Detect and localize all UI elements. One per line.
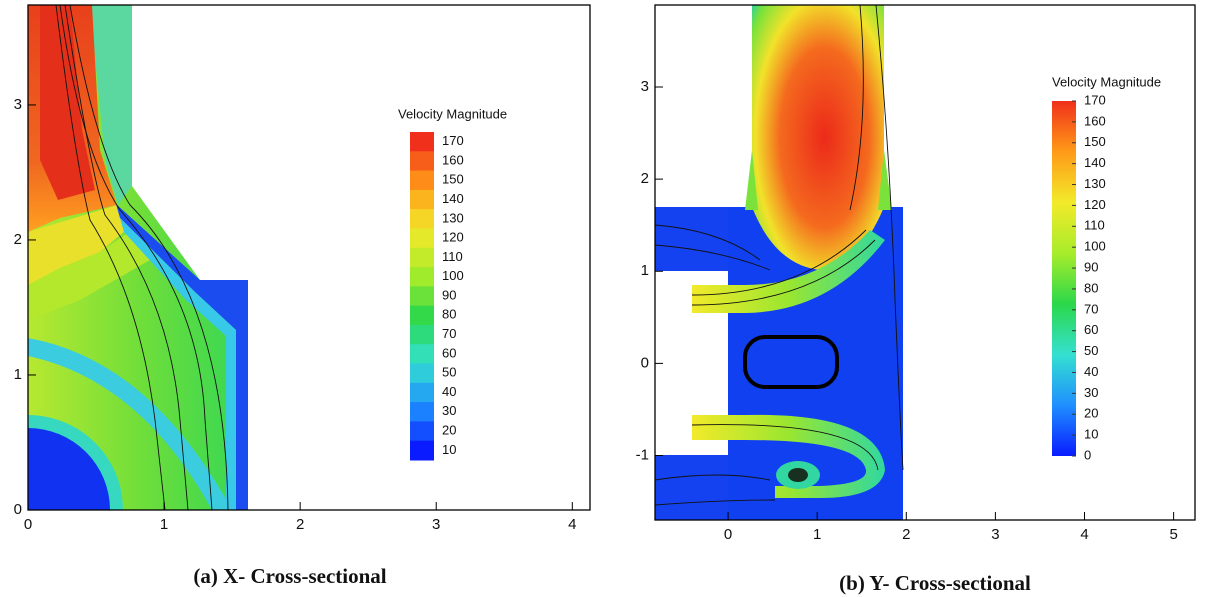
colorbar-label: 80 — [1084, 280, 1098, 295]
colorbar-label: 120 — [1084, 197, 1106, 212]
colorbar-level — [410, 228, 434, 249]
colorbar-level — [410, 382, 434, 403]
colorbar-level — [410, 151, 434, 172]
colorbar-label: 150 — [442, 172, 464, 187]
colorbar-level — [410, 421, 434, 442]
colorbar-level — [410, 132, 434, 152]
colorbar-level — [410, 189, 434, 210]
y-tick-label: -1 — [636, 446, 649, 463]
colorbar-level — [410, 363, 434, 384]
colorbar-title: Velocity Magnitude — [1052, 74, 1161, 89]
x-tick-label: 3 — [991, 526, 999, 543]
y-tick-label: 0 — [14, 501, 22, 518]
colorbar-label: 60 — [1084, 322, 1098, 337]
colorbar-level — [410, 402, 434, 422]
colorbar-label: 60 — [442, 345, 456, 360]
colorbar-label: 30 — [1084, 385, 1098, 400]
caption: (b) Y- Cross-sectional — [839, 571, 1031, 595]
colorbar-label: 40 — [1084, 364, 1098, 379]
colorbar-level — [410, 344, 434, 365]
x-tick-label: 0 — [24, 516, 32, 533]
colorbar-label: 90 — [1084, 259, 1098, 274]
colorbar-label: 70 — [442, 326, 456, 341]
colorbar-label: 80 — [442, 307, 456, 322]
y-tick-label: 2 — [641, 170, 649, 187]
x-tick-label: 4 — [568, 516, 576, 533]
colorbar-label: 20 — [442, 422, 456, 437]
colorbar-label: 140 — [1084, 155, 1106, 170]
colorbar-scale — [1052, 101, 1076, 456]
colorbar-label: 20 — [1084, 406, 1098, 421]
colorbar-label: 120 — [442, 230, 464, 245]
colorbar-label: 130 — [1084, 176, 1106, 191]
colorbar-level — [410, 324, 434, 345]
x-tick-label: 1 — [160, 516, 168, 533]
y-tick-label: 0 — [641, 354, 649, 371]
velocity-field-b — [654, 4, 904, 520]
x-tick-label: 4 — [1080, 526, 1088, 543]
plot-frame — [27, 4, 591, 511]
x-tick-label: 2 — [296, 516, 304, 533]
y-tick-label: 1 — [14, 366, 22, 383]
colorbar-label: 40 — [442, 384, 456, 399]
x-tick-label: 3 — [432, 516, 440, 533]
colorbar-label: 10 — [1084, 427, 1098, 442]
y-tick-label: 3 — [14, 96, 22, 113]
x-tick-label: 1 — [813, 526, 821, 543]
colorbar-label: 160 — [1084, 113, 1106, 128]
x-tick-label: 2 — [902, 526, 910, 543]
y-tick-label: 2 — [14, 231, 22, 248]
colorbar-label: 110 — [442, 249, 463, 264]
colorbar-level — [410, 286, 434, 307]
colorbar-level — [410, 267, 434, 287]
colorbar-label: 70 — [1084, 301, 1098, 316]
colorbar-label: 50 — [442, 365, 456, 380]
colorbar-label: 160 — [442, 152, 464, 167]
colorbar-title: Velocity Magnitude — [398, 106, 507, 121]
colorbar-level — [410, 170, 434, 191]
colorbar-level — [410, 440, 434, 461]
colorbar-label: 150 — [1084, 134, 1106, 149]
colorbar-label: 110 — [1084, 218, 1105, 233]
caption: (a) X- Cross-sectional — [193, 564, 386, 588]
velocity-field-a — [28, 5, 248, 510]
colorbar: Velocity Magnitude 170 160 150 140 130 120 110 1… — [398, 106, 507, 461]
colorbar-label: 130 — [442, 210, 464, 225]
colorbar: Velocity Magnitude 170 160 150 140 130 120 110 1… — [1052, 74, 1161, 462]
colorbar-level — [410, 247, 434, 268]
x-tick-label: 0 — [724, 526, 732, 543]
colorbar-label: 140 — [442, 191, 464, 206]
colorbar-label: 170 — [442, 133, 464, 148]
colorbar-level — [410, 305, 434, 326]
colorbar-label: 100 — [442, 268, 464, 283]
plot-frame — [654, 4, 1196, 521]
colorbar-label: 100 — [1084, 239, 1106, 254]
colorbar-label: 170 — [1084, 92, 1106, 107]
y-tick-label: 3 — [641, 78, 649, 95]
colorbar-label: 30 — [442, 403, 456, 418]
colorbar-label: 90 — [442, 287, 456, 302]
colorbar-label: 0 — [1084, 447, 1091, 462]
y-tick-label: 1 — [641, 262, 649, 279]
colorbar-label: 50 — [1084, 343, 1098, 358]
x-tick-label: 5 — [1169, 526, 1177, 543]
colorbar-level — [410, 209, 434, 229]
colorbar-label: 10 — [442, 442, 456, 457]
